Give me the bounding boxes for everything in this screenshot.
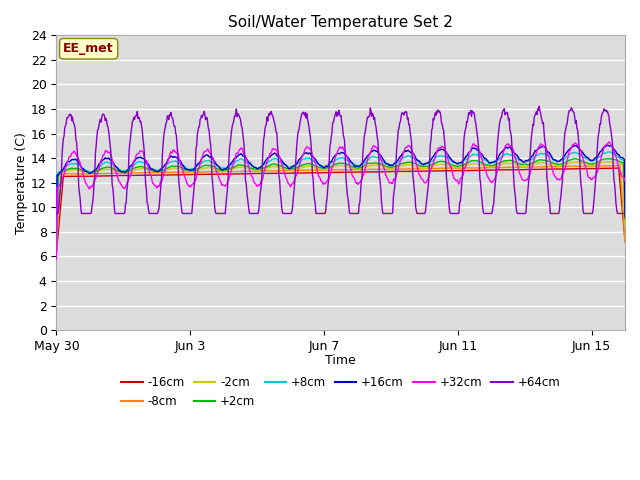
Title: Soil/Water Temperature Set 2: Soil/Water Temperature Set 2 (228, 15, 453, 30)
X-axis label: Time: Time (325, 354, 356, 367)
Text: EE_met: EE_met (63, 42, 114, 55)
Y-axis label: Temperature (C): Temperature (C) (15, 132, 28, 234)
Legend: -16cm, -8cm, -2cm, +2cm, +8cm, +16cm, +32cm, +64cm: -16cm, -8cm, -2cm, +2cm, +8cm, +16cm, +3… (116, 372, 565, 413)
